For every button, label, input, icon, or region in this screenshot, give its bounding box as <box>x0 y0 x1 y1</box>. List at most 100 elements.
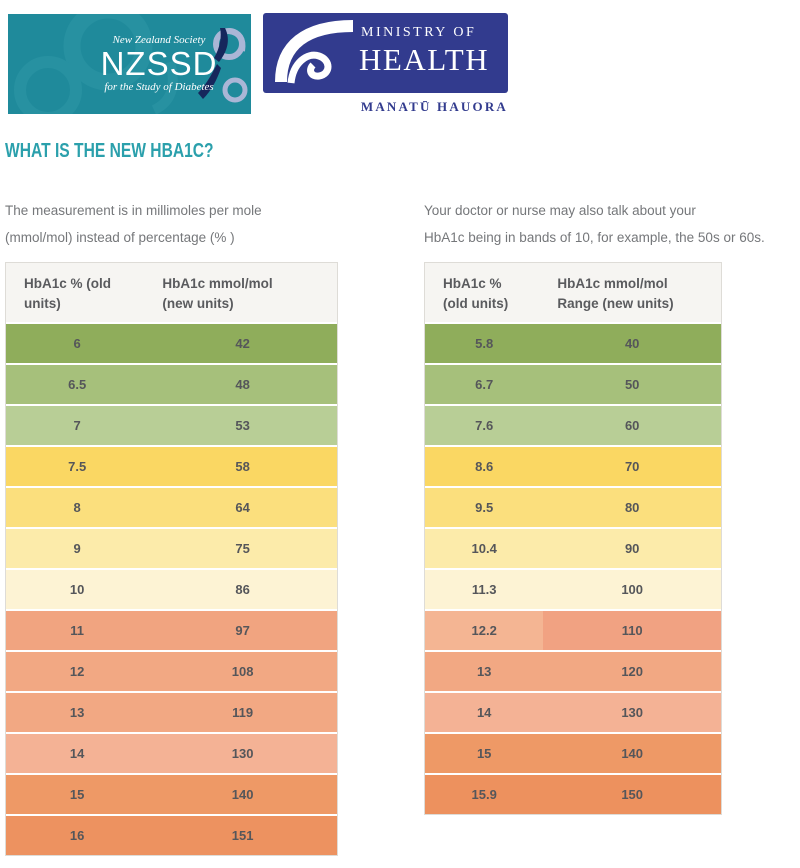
new-units-cell: 64 <box>148 488 337 527</box>
new-units-cell: 70 <box>543 447 721 486</box>
new-units-cell: 100 <box>543 570 721 609</box>
table-row: 6.7 50 <box>425 363 721 404</box>
table-row: 7.5 58 <box>6 445 337 486</box>
nzssd-tagline: for the Study of Diabetes <box>104 81 214 93</box>
nzssd-logo[interactable]: New Zealand Society NZSSD for the Study … <box>8 14 251 114</box>
moh-maori-name: MANATŪ HAUORA <box>360 99 508 114</box>
table-row: 8.6 70 <box>425 445 721 486</box>
old-units-cell: 16 <box>6 816 149 855</box>
new-units-cell: 86 <box>148 570 337 609</box>
old-units-cell: 13 <box>6 693 149 732</box>
table-row: 13 119 <box>6 691 337 732</box>
table-header: HbA1c % (old units) HbA1c mmol/mol (new … <box>6 263 337 322</box>
new-units-cell: 48 <box>148 365 337 404</box>
old-units-cell: 8.6 <box>425 447 544 486</box>
nzssd-watermark-koru-icon <box>8 14 251 114</box>
new-units-cell: 151 <box>148 816 337 855</box>
table-row: 15.9 150 <box>425 773 721 814</box>
intro-left-line1: The measurement is in millimoles per mol… <box>5 203 262 218</box>
table-row: 16 151 <box>6 814 337 855</box>
table-row: 12.2 110 <box>425 609 721 650</box>
old-units-cell: 11.3 <box>425 570 544 609</box>
conversion-table-bands: HbA1c % (old units) HbA1c mmol/mol Range… <box>424 262 722 815</box>
old-units-cell: 8 <box>6 488 149 527</box>
page-title: WHAT IS THE NEW HBA1C? <box>5 140 214 162</box>
moh-koru-icon <box>275 20 357 91</box>
new-units-cell: 97 <box>148 611 337 650</box>
header-cell-old-units: HbA1c % (old units) <box>443 276 509 311</box>
table-row: 10 86 <box>6 568 337 609</box>
old-units-cell: 7.6 <box>425 406 544 445</box>
new-units-cell: 140 <box>543 734 721 773</box>
table-header: HbA1c % (old units) HbA1c mmol/mol Range… <box>425 263 721 322</box>
new-units-cell: 90 <box>543 529 721 568</box>
intro-right-paragraph: Your doctor or nurse may also talk about… <box>424 197 800 251</box>
table-body: 6 42 6.5 48 7 53 7.5 58 8 64 9 75 10 86 11 97 12 108 13 119… <box>6 322 337 855</box>
table-row: 8 64 <box>6 486 337 527</box>
new-units-cell: 60 <box>543 406 721 445</box>
old-units-cell: 7 <box>6 406 149 445</box>
table-row: 9.5 80 <box>425 486 721 527</box>
old-units-cell: 10.4 <box>425 529 544 568</box>
table-row: 6 42 <box>6 322 337 363</box>
table-row: 12 108 <box>6 650 337 691</box>
new-units-cell: 80 <box>543 488 721 527</box>
table-row: 13 120 <box>425 650 721 691</box>
table-row: 11.3 100 <box>425 568 721 609</box>
new-units-cell: 40 <box>543 324 721 363</box>
table-row: 15 140 <box>425 732 721 773</box>
new-units-cell: 58 <box>148 447 337 486</box>
new-units-cell: 42 <box>148 324 337 363</box>
old-units-cell: 12.2 <box>425 611 544 650</box>
table-row: 10.4 90 <box>425 527 721 568</box>
moh-health-text: HEALTH <box>359 42 490 77</box>
new-units-cell: 110 <box>543 611 721 650</box>
header-cell-new-units: HbA1c mmol/mol (new units) <box>162 276 273 311</box>
table-row: 6.5 48 <box>6 363 337 404</box>
header-cell-old-units: HbA1c % (old units) <box>24 276 112 311</box>
old-units-cell: 9 <box>6 529 149 568</box>
old-units-cell: 6.5 <box>6 365 149 404</box>
nzssd-acronym: NZSSD <box>100 45 218 82</box>
table-row: 15 140 <box>6 773 337 814</box>
header-cell-range-new-units: HbA1c mmol/mol Range (new units) <box>557 276 674 311</box>
intro-left-paragraph: The measurement is in millimoles per mol… <box>5 197 405 251</box>
old-units-cell: 15.9 <box>425 775 544 814</box>
old-units-cell: 12 <box>6 652 149 691</box>
old-units-cell: 11 <box>6 611 149 650</box>
intro-right-line1: Your doctor or nurse may also talk about… <box>424 203 696 218</box>
table-row: 5.8 40 <box>425 322 721 363</box>
table-row: 14 130 <box>6 732 337 773</box>
new-units-cell: 120 <box>543 652 721 691</box>
conversion-table-old-to-new: HbA1c % (old units) HbA1c mmol/mol (new … <box>5 262 338 856</box>
new-units-cell: 108 <box>148 652 337 691</box>
new-units-cell: 53 <box>148 406 337 445</box>
old-units-cell: 14 <box>425 693 544 732</box>
old-units-cell: 14 <box>6 734 149 773</box>
new-units-cell: 150 <box>543 775 721 814</box>
table-row: 7.6 60 <box>425 404 721 445</box>
old-units-cell: 9.5 <box>425 488 544 527</box>
new-units-cell: 140 <box>148 775 337 814</box>
new-units-cell: 50 <box>543 365 721 404</box>
new-units-cell: 119 <box>148 693 337 732</box>
table-row: 11 97 <box>6 609 337 650</box>
old-units-cell: 15 <box>425 734 544 773</box>
ministry-of-health-logo[interactable]: MINISTRY OF HEALTH <box>263 13 508 93</box>
moh-ministry-of-text: MINISTRY OF <box>361 25 477 40</box>
new-units-cell: 75 <box>148 529 337 568</box>
old-units-cell: 13 <box>425 652 544 691</box>
old-units-cell: 5.8 <box>425 324 544 363</box>
table-row: 14 130 <box>425 691 721 732</box>
intro-right-line2: HbA1c being in bands of 10, for example,… <box>424 230 765 245</box>
nzssd-society-text: New Zealand Society <box>112 34 206 46</box>
new-units-cell: 130 <box>543 693 721 732</box>
table-body: 5.8 40 6.7 50 7.6 60 8.6 70 9.5 80 10.4 90 11.3 100 12… <box>425 322 721 814</box>
table-row: 7 53 <box>6 404 337 445</box>
table-row: 9 75 <box>6 527 337 568</box>
old-units-cell: 6.7 <box>425 365 544 404</box>
old-units-cell: 15 <box>6 775 149 814</box>
intro-left-line2: (mmol/mol) instead of percentage (% ) <box>5 230 235 245</box>
new-units-cell: 130 <box>148 734 337 773</box>
old-units-cell: 10 <box>6 570 149 609</box>
